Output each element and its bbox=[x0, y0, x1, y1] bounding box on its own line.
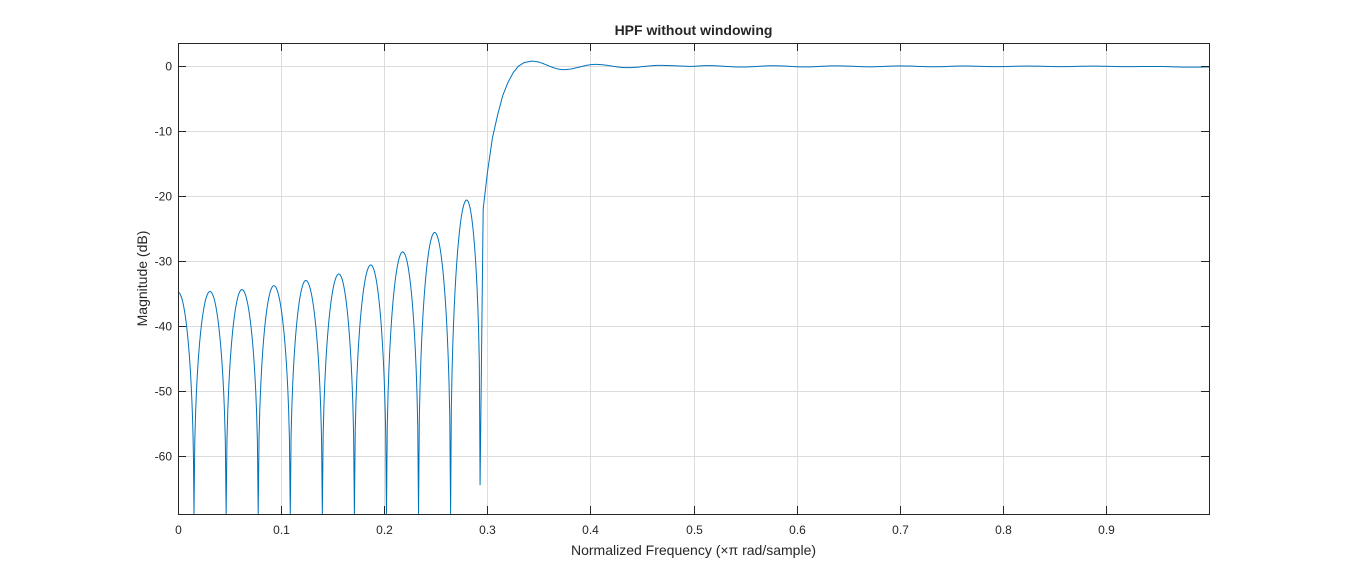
x-tick-label: 0.5 bbox=[686, 523, 703, 537]
x-tick-label: 0.4 bbox=[582, 523, 599, 537]
x-grid bbox=[178, 43, 1107, 514]
y-tick-label: -60 bbox=[155, 450, 173, 464]
x-axis-label: Normalized Frequency (×π rad/sample) bbox=[571, 542, 816, 558]
y-tick-label: -30 bbox=[155, 255, 173, 269]
y-tick-label: -20 bbox=[155, 190, 173, 204]
y-ticks: 0 -10 -20 -30 -40 -50 -60 bbox=[155, 60, 1209, 464]
y-grid bbox=[178, 66, 1209, 457]
x-tick-label: 0.7 bbox=[892, 523, 909, 537]
x-tick-label: 0.3 bbox=[479, 523, 496, 537]
y-tick-label: -40 bbox=[155, 320, 173, 334]
y-tick-label: 0 bbox=[165, 60, 172, 74]
chart-title: HPF without windowing bbox=[615, 22, 773, 38]
x-tick-label: 0.8 bbox=[995, 523, 1012, 537]
axes-background bbox=[178, 43, 1209, 514]
y-tick-label: -10 bbox=[155, 125, 173, 139]
x-tick-label: 0 bbox=[175, 523, 182, 537]
magnitude-response-line bbox=[177, 60, 1210, 515]
y-axis-label: Magnitude (dB) bbox=[134, 231, 150, 327]
x-tick-label: 0.9 bbox=[1098, 523, 1115, 537]
x-tick-label: 0.1 bbox=[273, 523, 290, 537]
x-tick-label: 0.6 bbox=[789, 523, 806, 537]
y-tick-label: -50 bbox=[155, 385, 173, 399]
x-tick-label: 0.2 bbox=[376, 523, 393, 537]
x-ticks: 0 0.1 0.2 0.3 0.4 0.5 0.6 0.7 0.8 0.9 bbox=[175, 43, 1115, 537]
